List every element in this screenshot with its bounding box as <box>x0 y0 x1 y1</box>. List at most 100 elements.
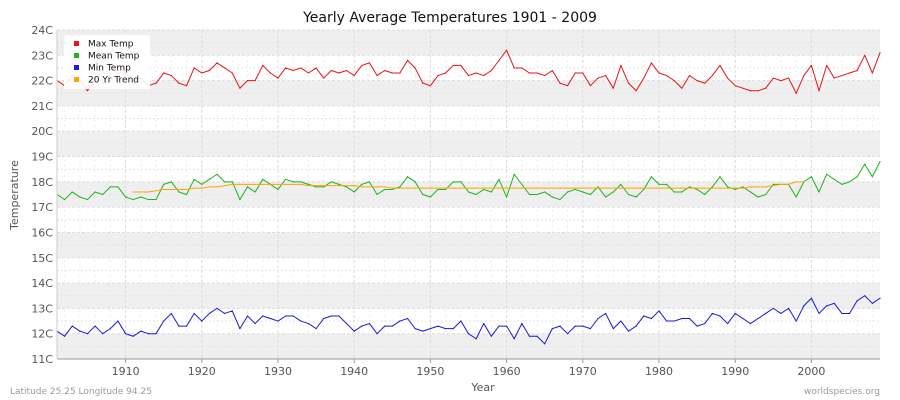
data-point-20-yr-trend-1961 <box>513 187 515 189</box>
legend-swatch-mean-temp <box>74 53 79 58</box>
data-point-min-temp-1962 <box>521 322 523 325</box>
data-point-20-yr-trend-1940 <box>353 185 355 187</box>
data-point-max-temp-1939 <box>345 69 348 72</box>
data-point-max-temp-1994 <box>765 87 767 89</box>
data-point-max-temp-1940 <box>353 74 355 77</box>
data-point-20-yr-trend-1951 <box>437 187 439 189</box>
data-point-max-temp-1976 <box>627 82 630 84</box>
data-point-max-temp-1938 <box>338 72 340 74</box>
data-point-min-temp-1918 <box>185 325 188 327</box>
data-point-max-temp-2003 <box>833 77 835 79</box>
data-point-max-temp-1995 <box>772 77 774 79</box>
data-point-max-temp-1937 <box>330 69 332 72</box>
data-point-min-temp-1939 <box>345 322 348 325</box>
data-point-mean-temp-2008 <box>871 176 873 178</box>
data-point-20-yr-trend-1968 <box>566 187 569 189</box>
data-point-20-yr-trend-1912 <box>140 191 142 193</box>
data-point-mean-temp-1965 <box>544 191 546 193</box>
data-point-max-temp-2004 <box>841 74 843 77</box>
data-point-20-yr-trend-1929 <box>269 183 271 185</box>
data-point-min-temp-1985 <box>696 325 698 327</box>
data-point-20-yr-trend-1914 <box>155 190 157 192</box>
data-point-min-temp-1909 <box>117 320 119 322</box>
legend: Max Temp Mean Temp Min Temp 20 Yr Trend <box>64 35 150 89</box>
x-tick-label: 1960 <box>493 365 521 378</box>
data-point-max-temp-1953 <box>452 64 454 67</box>
data-point-20-yr-trend-1981 <box>666 187 668 189</box>
data-point-min-temp-1942 <box>368 322 371 325</box>
data-point-20-yr-trend-1917 <box>178 188 180 191</box>
data-point-20-yr-trend-1949 <box>422 187 424 189</box>
data-point-min-temp-1969 <box>574 325 576 327</box>
data-point-max-temp-1996 <box>780 80 782 82</box>
data-point-min-temp-1958 <box>490 335 492 337</box>
data-point-min-temp-1906 <box>94 325 96 327</box>
data-point-20-yr-trend-1970 <box>582 187 584 189</box>
data-point-20-yr-trend-1930 <box>277 183 279 185</box>
data-point-max-temp-1964 <box>536 72 538 74</box>
data-point-min-temp-1922 <box>216 307 218 309</box>
data-point-max-temp-1965 <box>544 74 546 77</box>
plot-band <box>57 131 880 157</box>
data-point-min-temp-1974 <box>612 328 614 330</box>
data-point-min-temp-2006 <box>856 300 858 302</box>
data-point-mean-temp-1913 <box>147 198 150 201</box>
data-point-min-temp-1945 <box>391 325 393 327</box>
data-point-max-temp-1978 <box>643 77 645 79</box>
data-point-mean-temp-1987 <box>711 186 713 188</box>
data-point-min-temp-1905 <box>86 333 89 335</box>
legend-label-min-temp: Min Temp <box>88 64 131 74</box>
data-point-min-temp-1950 <box>429 328 431 330</box>
data-point-min-temp-2000 <box>810 297 813 299</box>
y-tick-label: 13C <box>31 302 53 315</box>
data-point-mean-temp-1934 <box>307 183 310 185</box>
data-point-min-temp-1966 <box>551 328 553 330</box>
data-point-max-temp-1936 <box>323 77 325 79</box>
data-point-min-temp-1926 <box>246 315 249 317</box>
data-point-min-temp-2001 <box>818 312 820 315</box>
data-point-20-yr-trend-1997 <box>787 183 790 185</box>
data-point-max-temp-1960 <box>506 49 508 51</box>
data-point-20-yr-trend-1971 <box>589 187 592 189</box>
data-point-max-temp-1917 <box>178 82 180 84</box>
data-point-mean-temp-1986 <box>704 193 706 196</box>
data-point-20-yr-trend-1962 <box>521 187 523 189</box>
data-point-mean-temp-1914 <box>155 198 157 201</box>
plot-band <box>57 232 880 258</box>
data-point-max-temp-1977 <box>635 90 637 92</box>
plot-band <box>57 181 880 208</box>
data-point-min-temp-1989 <box>726 322 729 325</box>
data-point-min-temp-1933 <box>300 320 302 322</box>
data-point-max-temp-1920 <box>201 72 203 74</box>
data-point-max-temp-2006 <box>856 69 858 72</box>
data-point-20-yr-trend-1956 <box>475 187 477 189</box>
data-point-mean-temp-1946 <box>399 186 401 188</box>
data-point-mean-temp-1981 <box>666 183 668 185</box>
y-tick-label: 18C <box>31 176 53 189</box>
data-point-min-temp-1903 <box>71 325 73 327</box>
data-point-mean-temp-1994 <box>765 193 767 196</box>
data-point-min-temp-1932 <box>292 315 294 317</box>
data-point-max-temp-1986 <box>704 82 706 84</box>
data-point-20-yr-trend-1944 <box>384 186 386 188</box>
plot-band <box>57 283 880 309</box>
data-point-mean-temp-1910 <box>124 196 127 198</box>
data-point-max-temp-1981 <box>666 74 668 77</box>
data-point-mean-temp-1991 <box>742 186 744 188</box>
data-point-max-temp-1984 <box>688 74 691 77</box>
data-point-mean-temp-1938 <box>338 183 340 185</box>
data-point-mean-temp-1973 <box>605 196 607 198</box>
data-point-20-yr-trend-1943 <box>376 186 378 188</box>
data-point-20-yr-trend-1932 <box>292 183 294 185</box>
data-point-20-yr-trend-1945 <box>391 187 393 189</box>
data-point-min-temp-1915 <box>163 320 165 322</box>
data-point-20-yr-trend-1977 <box>635 187 637 189</box>
data-point-max-temp-1973 <box>605 74 607 77</box>
data-point-mean-temp-1979 <box>650 176 652 178</box>
data-point-max-temp-1989 <box>726 77 729 79</box>
data-point-20-yr-trend-1935 <box>315 185 317 187</box>
data-point-min-temp-1984 <box>688 317 691 320</box>
data-point-max-temp-1923 <box>224 67 226 69</box>
data-point-mean-temp-1985 <box>696 188 698 191</box>
data-point-max-temp-1958 <box>490 69 492 72</box>
